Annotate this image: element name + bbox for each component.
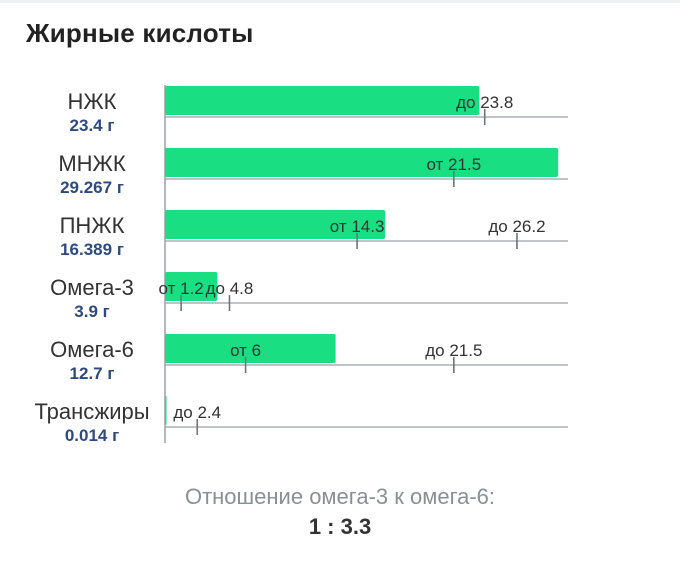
value-bar: [165, 148, 559, 177]
category-value: 0.014 г: [65, 426, 119, 445]
category-value: 3.9 г: [74, 302, 109, 321]
value-bar: [165, 272, 218, 301]
min-marker-label: от 6: [230, 341, 261, 360]
card-title: Жирные кислоты: [26, 18, 254, 48]
max-marker-label: до 4.8: [206, 279, 254, 298]
category-value: 12.7 г: [70, 364, 115, 383]
max-marker-label: до 21.5: [425, 341, 482, 360]
value-bar: [165, 210, 386, 239]
category-name: Трансжиры: [34, 399, 149, 424]
max-marker-label: до 2.4: [173, 403, 221, 422]
category-name: Омега-3: [50, 275, 134, 300]
category-value: 16.389 г: [60, 240, 124, 259]
category-name: ПНЖК: [60, 213, 125, 238]
category-name: НЖК: [67, 89, 116, 114]
max-marker-label: до 23.8: [456, 93, 513, 112]
min-marker-label: от 1.2: [159, 279, 204, 298]
min-marker-label: от 21.5: [426, 155, 481, 174]
top-border: [0, 0, 680, 3]
category-value: 23.4 г: [70, 116, 115, 135]
omega-ratio-value: 1 : 3.3: [308, 514, 372, 539]
value-bar: [165, 86, 480, 115]
value-bar: [165, 396, 167, 425]
fatty-acids-chart: до 23.8 НЖК 23.4 г от 21.5 МНЖК 29.267 г от 14…: [34, 85, 568, 445]
category-value: 29.267 г: [60, 178, 124, 197]
category-name: Омега-6: [50, 337, 134, 362]
max-marker-label: до 26.2: [488, 217, 545, 236]
omega-ratio-label: Отношение омега-3 к омега-6:: [184, 484, 496, 509]
min-marker-label: от 14.3: [330, 217, 385, 236]
category-name: МНЖК: [58, 151, 126, 176]
value-bar: [165, 334, 336, 363]
